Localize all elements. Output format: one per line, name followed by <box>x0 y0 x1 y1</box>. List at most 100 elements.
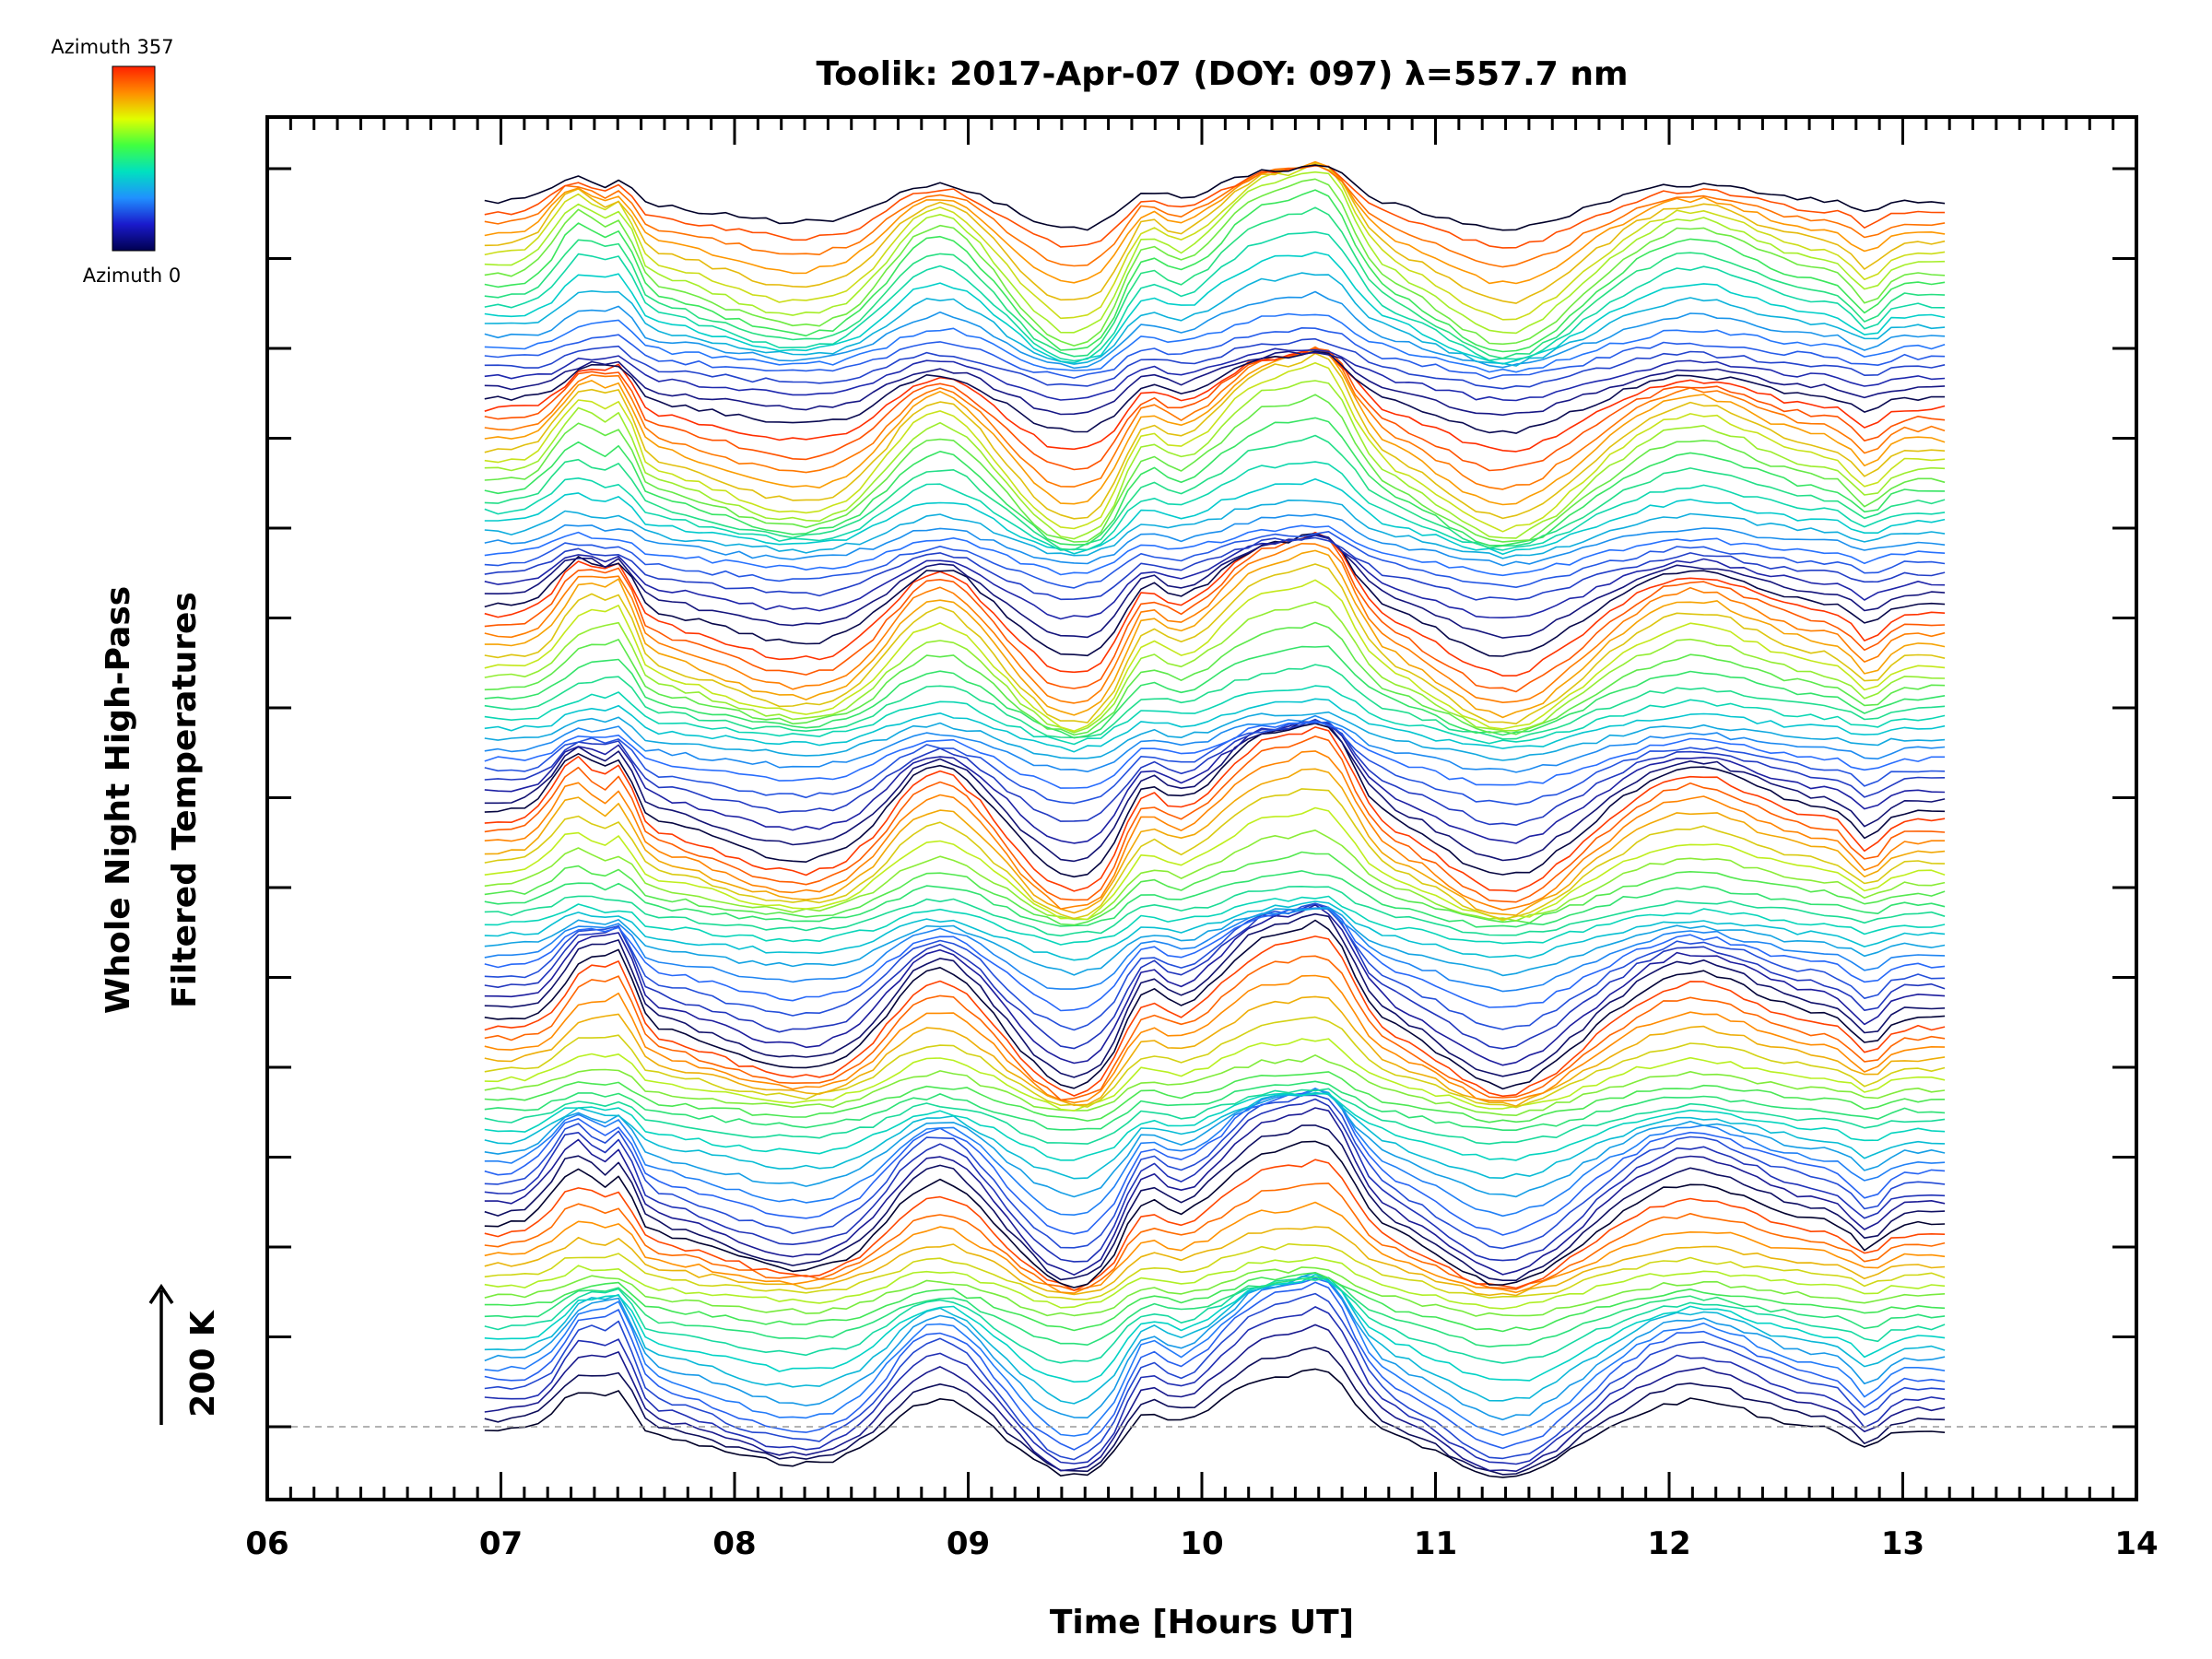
azimuth-trace <box>484 1182 1946 1291</box>
x-tick-label: 08 <box>712 1525 756 1562</box>
azimuth-trace <box>484 1092 1946 1161</box>
x-tick-label: 07 <box>479 1525 523 1562</box>
scale-arrow <box>148 1283 174 1425</box>
azimuth-trace <box>484 1368 1946 1478</box>
azimuth-trace <box>484 536 1946 601</box>
azimuth-trace <box>484 171 1946 335</box>
azimuth-trace <box>484 900 1946 961</box>
azimuth-trace <box>484 534 1946 639</box>
plot-frame <box>265 115 2138 1501</box>
azimuth-trace <box>484 1347 1946 1476</box>
azimuth-trace <box>484 478 1946 556</box>
colorbar-bottom-label: Azimuth 0 <box>83 265 182 287</box>
azimuth-trace <box>484 327 1946 380</box>
azimuth-trace <box>484 995 1946 1107</box>
azimuth-trace <box>484 1201 1946 1294</box>
azimuth-trace <box>484 955 1946 1101</box>
azimuth-trace <box>484 1242 1946 1300</box>
azimuth-trace <box>484 895 1946 946</box>
azimuth-trace <box>484 698 1946 753</box>
azimuth-trace <box>484 903 1946 1066</box>
azimuth-trace <box>484 380 1946 540</box>
x-tick-label: 09 <box>947 1525 990 1562</box>
azimuth-trace <box>484 164 1946 304</box>
azimuth-trace <box>484 1266 1946 1317</box>
colorbar <box>112 65 156 252</box>
azimuth-trace <box>484 347 1946 472</box>
azimuth-trace <box>484 500 1946 559</box>
azimuth-trace <box>484 563 1946 724</box>
y-axis-title-line1: Whole Night High-Pass <box>100 586 137 1014</box>
azimuth-trace <box>484 348 1946 506</box>
azimuth-trace <box>484 902 1946 1050</box>
azimuth-trace <box>484 1324 1946 1472</box>
azimuth-trace <box>484 1272 1946 1333</box>
azimuth-trace <box>484 350 1946 417</box>
azimuth-trace <box>484 912 1946 1078</box>
azimuth-trace <box>484 788 1946 921</box>
azimuth-trace <box>484 1038 1946 1112</box>
azimuth-trace <box>484 1080 1946 1131</box>
azimuth-trace <box>484 750 1946 912</box>
azimuth-trace <box>484 723 1946 878</box>
azimuth-trace <box>484 906 1946 977</box>
azimuth-trace <box>484 685 1946 746</box>
azimuth-trace <box>484 1088 1946 1198</box>
azimuth-trace <box>484 1292 1946 1461</box>
azimuth-trace <box>484 1276 1946 1405</box>
y-axis-title-line2: Filtered Temperatures <box>166 592 204 1008</box>
azimuth-trace <box>484 601 1946 734</box>
azimuth-trace <box>484 1094 1946 1250</box>
azimuth-trace <box>484 461 1946 551</box>
azimuth-trace <box>484 524 1946 577</box>
azimuth-trace <box>484 664 1946 740</box>
azimuth-trace <box>484 1054 1946 1116</box>
azimuth-trace <box>484 902 1946 1031</box>
azimuth-trace <box>484 1088 1946 1236</box>
azimuth-trace <box>484 1088 1946 1145</box>
azimuth-trace <box>484 1274 1946 1383</box>
azimuth-trace <box>484 160 1946 285</box>
azimuth-trace <box>484 272 1946 367</box>
azimuth-trace <box>484 543 1946 704</box>
azimuth-trace <box>484 1098 1946 1263</box>
azimuth-trace <box>484 919 1946 1090</box>
azimuth-trace <box>484 720 1946 789</box>
x-tick-label: 11 <box>1414 1525 1457 1562</box>
axis-ticks <box>265 117 2138 1500</box>
azimuth-trace <box>484 189 1946 353</box>
azimuth-trace <box>484 394 1946 543</box>
azimuth-trace <box>484 1277 1946 1347</box>
azimuth-trace <box>484 851 1946 926</box>
azimuth-trace <box>484 721 1946 844</box>
x-tick-labels: 06 07 08 09 10 11 12 13 14 <box>245 1525 2158 1562</box>
azimuth-trace <box>484 165 1946 249</box>
azimuth-trace <box>484 886 1946 937</box>
azimuth-trace <box>484 935 1946 1098</box>
azimuth-trace <box>484 721 1946 863</box>
x-tick-label: 06 <box>245 1525 288 1562</box>
azimuth-trace <box>484 830 1946 922</box>
trace-group <box>484 160 1946 1478</box>
azimuth-trace <box>484 579 1946 732</box>
x-tick-label: 10 <box>1180 1525 1223 1562</box>
azimuth-trace <box>484 337 1946 390</box>
azimuth-trace <box>484 347 1946 402</box>
azimuth-trace <box>484 1277 1946 1364</box>
azimuth-trace <box>484 312 1946 373</box>
azimuth-trace <box>484 162 1946 321</box>
azimuth-trace <box>484 645 1946 739</box>
azimuth-trace <box>484 230 1946 362</box>
azimuth-trace <box>484 870 1946 928</box>
azimuth-trace <box>484 1281 1946 1451</box>
azimuth-trace <box>484 535 1946 620</box>
azimuth-trace <box>484 714 1946 773</box>
azimuth-trace <box>484 531 1946 589</box>
azimuth-trace <box>484 908 1946 993</box>
x-tick-label: 14 <box>2114 1525 2158 1562</box>
azimuth-trace <box>484 1159 1946 1291</box>
azimuth-trace <box>484 1277 1946 1437</box>
azimuth-trace <box>484 534 1946 693</box>
azimuth-trace <box>484 417 1946 547</box>
